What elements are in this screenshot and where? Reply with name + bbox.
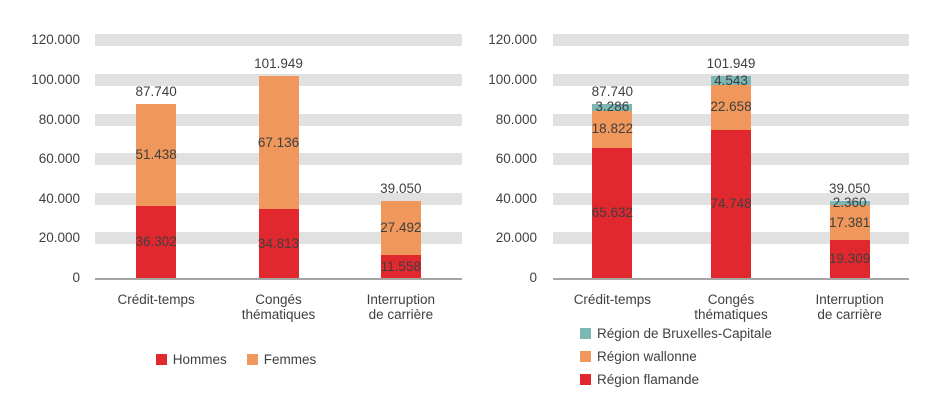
y-axis-label: 40.000 — [495, 190, 537, 206]
category-label: Congés thématiques — [666, 292, 796, 322]
category-label: Crédit-temps — [91, 292, 221, 307]
bar-segment — [380, 200, 421, 256]
legend-label: Hommes — [172, 352, 227, 367]
y-axis-label: 80.000 — [38, 111, 80, 127]
category-label: Interruption de carrière — [785, 292, 915, 322]
bar-segment-label: 2.360 — [832, 194, 867, 210]
legend-swatch — [246, 354, 258, 365]
legend-label: Région wallonne — [597, 349, 697, 364]
bar-segment — [592, 110, 633, 148]
bar-segment-label: 4.543 — [714, 72, 748, 88]
bar-segment — [136, 206, 177, 278]
bar-segment-label: 3.286 — [595, 99, 630, 115]
bar-segment-label: 74.748 — [710, 195, 752, 211]
legend-label: Femmes — [263, 352, 317, 367]
legend-swatch — [580, 374, 591, 385]
bar-segment-label: 11.558 — [380, 258, 421, 274]
bar-total-label: 87.740 — [135, 84, 177, 100]
bar-segment — [829, 200, 870, 206]
bar-segment — [829, 239, 870, 278]
y-axis-label: 0 — [72, 270, 80, 285]
category-label-line: Interruption — [815, 292, 884, 307]
bar-segment — [711, 85, 751, 130]
y-axis-label: 40.000 — [38, 190, 80, 206]
category-label-line: thématiques — [241, 307, 316, 322]
y-axis-label: 20.000 — [495, 230, 537, 246]
legend-label: Région flamande — [597, 372, 700, 387]
bar-segment-label: 51.438 — [135, 147, 177, 163]
bar-segment-label: 19.309 — [829, 250, 871, 266]
legend-item: Région de Bruxelles-Capitale — [580, 325, 772, 342]
category-label-line: Congés — [255, 292, 302, 307]
bar-segment — [258, 209, 299, 278]
legend-item: Région flamande — [580, 371, 772, 388]
bar-segment-label: 27.492 — [380, 219, 422, 235]
bar-segment — [592, 147, 633, 278]
category-label-line: de carrière — [368, 307, 434, 322]
legend: Hommes Femmes — [0, 351, 472, 368]
category-label-line: de carrière — [817, 307, 882, 322]
category-label: Crédit-temps — [547, 292, 677, 307]
legend-swatch — [155, 354, 167, 365]
y-axis-label: 100.000 — [31, 71, 80, 87]
bar-total-label: 39.050 — [829, 180, 871, 196]
bar-total-label: 87.740 — [591, 84, 633, 100]
y-axis-label: 120.000 — [488, 32, 537, 48]
bar-segment-label: 34.813 — [257, 235, 300, 251]
bar-total-label: 101.949 — [254, 56, 303, 72]
x-axis-line — [553, 277, 909, 280]
bar-segment — [711, 129, 751, 278]
legend-item: Femmes — [246, 351, 317, 368]
bar-segment-label: 65.632 — [591, 204, 633, 220]
legend-item: Hommes — [155, 351, 227, 368]
y-axis-label: 20.000 — [38, 230, 80, 246]
category-label-line: Crédit-temps — [117, 292, 195, 307]
bar-segment — [380, 255, 421, 278]
category-label-line: thématiques — [694, 307, 768, 322]
bar-segment — [258, 76, 299, 210]
bar-segment-label: 18.822 — [591, 121, 633, 137]
y-axis-label: 60.000 — [495, 151, 537, 167]
bar-segment-label: 22.658 — [710, 99, 752, 115]
bar-total-label: 101.949 — [706, 56, 756, 72]
bar-segment — [136, 104, 177, 207]
gridline-band — [553, 34, 909, 47]
bar-segment-label: 17.381 — [829, 214, 871, 230]
bar-segment-label: 36.302 — [135, 234, 177, 250]
legend-item: Région wallonne — [580, 348, 772, 365]
bar-segment — [829, 205, 870, 240]
category-label-line: Interruption — [366, 292, 435, 307]
gridline-band — [95, 34, 462, 47]
bar-segment — [592, 104, 633, 111]
chart-right: 0 20.000 40.000 60.000 80.000 100.000 120.000 6… — [473, 0, 945, 403]
y-axis-label: 120.000 — [31, 32, 80, 48]
bar-total-label: 39.050 — [380, 180, 422, 196]
legend: Région de Bruxelles-Capitale Région wallo… — [580, 325, 772, 394]
legend-swatch — [580, 328, 591, 339]
bar-segment-label: 67.136 — [257, 134, 300, 150]
category-label: Congés thématiques — [214, 292, 344, 322]
x-axis-line — [95, 277, 462, 280]
legend-swatch — [580, 351, 591, 362]
y-axis-label: 60.000 — [38, 151, 80, 167]
legend-label: Région de Bruxelles-Capitale — [597, 326, 772, 341]
chart-left: 0 20.000 40.000 60.000 80.000 100.000 120.000 3… — [0, 0, 472, 403]
category-label: Interruption de carrière — [336, 292, 466, 322]
category-label-line: Congés — [707, 292, 755, 307]
y-axis-label: 100.000 — [488, 71, 537, 87]
y-axis-label: 80.000 — [495, 111, 537, 127]
bar-segment — [711, 76, 751, 86]
y-axis-label: 0 — [529, 270, 537, 285]
category-label-line: Crédit-temps — [573, 292, 651, 307]
